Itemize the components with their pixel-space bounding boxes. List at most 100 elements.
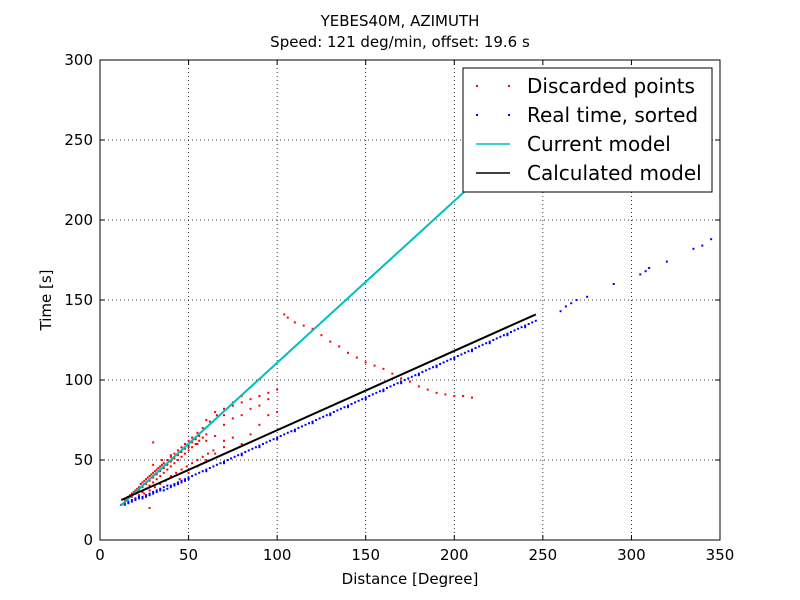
data-point — [187, 476, 190, 479]
data-point — [343, 406, 346, 409]
data-point — [249, 433, 252, 436]
data-point — [162, 467, 165, 469]
data-point — [332, 411, 335, 413]
data-point — [187, 444, 190, 447]
data-point — [212, 465, 215, 468]
data-point — [130, 492, 133, 495]
data-point — [141, 495, 144, 498]
data-point — [347, 404, 349, 407]
data-point — [173, 452, 176, 455]
data-point — [570, 302, 573, 305]
data-point — [169, 465, 172, 468]
data-point — [231, 417, 234, 420]
data-point — [223, 462, 225, 465]
data-point — [350, 403, 353, 405]
data-point — [373, 364, 376, 367]
data-point — [435, 366, 438, 369]
data-point — [137, 495, 140, 498]
data-point — [169, 486, 172, 489]
series-line — [120, 184, 473, 506]
legend: Discarded points Real time, sorted Current… — [462, 67, 713, 193]
data-point — [198, 471, 201, 474]
data-point — [439, 363, 442, 365]
data-point — [267, 391, 270, 394]
y-tick-label: 250 — [64, 131, 93, 149]
data-point — [506, 334, 509, 337]
data-point — [185, 465, 188, 468]
x-tick-label: 100 — [263, 546, 292, 564]
data-point — [155, 489, 158, 492]
data-point — [639, 273, 642, 276]
data-point — [162, 462, 165, 465]
data-point — [417, 372, 420, 375]
data-point — [141, 481, 144, 484]
data-point — [173, 457, 176, 460]
data-point — [272, 438, 275, 441]
data-point — [127, 502, 130, 505]
data-point — [161, 463, 163, 466]
data-point — [276, 438, 279, 441]
data-point — [184, 443, 187, 445]
data-point — [249, 398, 252, 401]
data-point — [148, 475, 151, 477]
data-point — [293, 321, 296, 324]
data-point — [194, 438, 197, 441]
data-point — [240, 452, 243, 455]
data-point — [302, 324, 305, 327]
data-point — [159, 470, 162, 473]
data-point — [421, 371, 424, 373]
legend-marker — [508, 85, 510, 87]
data-point — [311, 422, 314, 425]
data-point — [559, 310, 562, 313]
data-point — [612, 283, 615, 285]
data-point — [462, 395, 465, 397]
data-point — [226, 459, 229, 461]
data-point — [178, 478, 181, 481]
x-axis-label: Distance [Degree] — [342, 570, 479, 588]
data-point — [456, 355, 459, 357]
legend-label: Current model — [527, 132, 671, 156]
data-point — [214, 411, 217, 413]
data-point — [214, 435, 217, 437]
data-point — [146, 476, 149, 479]
data-point — [152, 471, 155, 474]
data-point — [432, 366, 435, 369]
data-point — [665, 260, 668, 263]
x-tick-label: 300 — [617, 546, 646, 564]
data-point — [161, 459, 163, 461]
data-point — [315, 419, 318, 421]
series-line — [120, 313, 537, 501]
x-tick-label: 200 — [440, 546, 469, 564]
data-point — [513, 329, 516, 332]
data-point — [180, 455, 183, 458]
data-point — [132, 491, 135, 493]
data-point — [393, 383, 396, 386]
data-point — [134, 489, 137, 492]
data-point — [320, 334, 323, 337]
chart-title: YEBES40M, AZIMUTH — [320, 12, 480, 30]
data-point — [152, 491, 155, 493]
data-point — [382, 367, 385, 370]
data-point — [283, 313, 286, 316]
data-point — [139, 483, 142, 485]
data-point — [223, 407, 225, 410]
data-point — [258, 395, 261, 397]
data-point — [444, 393, 447, 396]
data-point — [176, 483, 179, 485]
x-tick-label: 150 — [351, 546, 380, 564]
data-point — [648, 267, 651, 269]
data-point — [176, 449, 179, 452]
data-point — [442, 361, 445, 364]
data-point — [187, 471, 190, 474]
data-point — [375, 391, 378, 394]
legend-label: Discarded points — [527, 74, 695, 98]
data-point — [196, 443, 199, 445]
data-point — [267, 398, 270, 401]
data-point — [152, 463, 155, 466]
data-point — [389, 385, 392, 388]
data-point — [180, 451, 183, 453]
data-point — [159, 465, 162, 468]
data-point — [205, 439, 208, 442]
data-point — [286, 316, 289, 319]
